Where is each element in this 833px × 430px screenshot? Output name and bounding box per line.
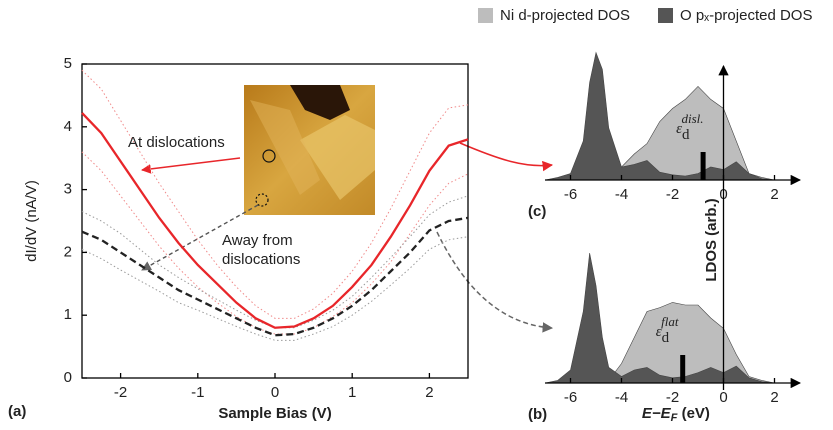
x-tick-label: -4: [615, 389, 628, 406]
y-tick-label: 4: [64, 118, 72, 135]
d-band-center: [680, 355, 685, 383]
panel-label: (a): [8, 403, 26, 420]
x-tick-label: 2: [425, 384, 433, 401]
y-tick-label: 0: [64, 369, 72, 386]
link-arrow: [460, 143, 552, 166]
y-axis-label: LDOS (arb.): [703, 198, 720, 281]
y-tick-label: 3: [64, 181, 72, 198]
link-arrow: [437, 232, 552, 328]
x-axis-label: E−EF (eV): [642, 405, 710, 424]
legend-swatch: [658, 8, 673, 23]
x-tick-label: 2: [770, 389, 778, 406]
x-tick-label: 0: [719, 389, 727, 406]
x-tick-label: -2: [666, 389, 679, 406]
x-tick-label: -1: [191, 384, 204, 401]
subscript: d: [662, 330, 670, 346]
superscript: disl.: [682, 111, 704, 126]
x-tick-label: -4: [615, 186, 628, 203]
d-band-center: [701, 152, 706, 180]
annotation: At dislocations: [128, 134, 225, 151]
label-part: (eV): [677, 405, 710, 422]
x-tick-label: -2: [666, 186, 679, 203]
x-tick-label: 2: [770, 186, 778, 203]
x-tick-label: 0: [271, 384, 279, 401]
annotation-arrow: [142, 158, 240, 170]
x-tick-label: 1: [348, 384, 356, 401]
annotation: Away from: [222, 232, 293, 249]
label-part: E−E: [642, 405, 672, 422]
panel-label: (b): [528, 406, 547, 423]
figure: 0 1 2 3 4 5 -2 -1 0 1 2 Sample Bias (V) dI/dV (nA/V)…: [0, 0, 833, 430]
y-tick-label: 5: [64, 55, 72, 72]
y-tick-label: 1: [64, 306, 72, 323]
panel-label: (c): [528, 203, 546, 220]
superscript: flat: [661, 314, 679, 329]
x-axis-label: Sample Bias (V): [218, 405, 331, 422]
y-axis-label: dI/dV (nA/V): [23, 180, 40, 262]
x-tick-label: -6: [564, 389, 577, 406]
y-tick-label: 2: [64, 243, 72, 260]
annotation: dislocations: [222, 251, 300, 268]
x-tick-label: -6: [564, 186, 577, 203]
x-tick-label: -2: [114, 384, 127, 401]
legend-label: Ni d-projected DOS: [500, 7, 630, 24]
inset-image: [244, 85, 375, 215]
legend-label: O pₓ-projected DOS: [680, 7, 812, 24]
legend-swatch: [478, 8, 493, 23]
subscript: d: [682, 127, 690, 143]
